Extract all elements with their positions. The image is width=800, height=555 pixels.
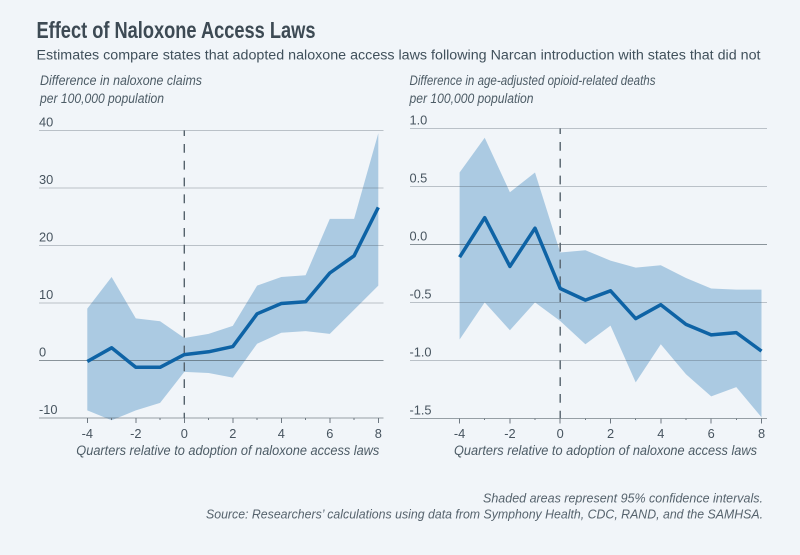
- svg-text:Quarters relative to adoption: Quarters relative to adoption of naloxon…: [76, 443, 379, 458]
- svg-text:Effect of Naloxone Access Laws: Effect of Naloxone Access Laws: [37, 17, 316, 43]
- svg-text:-4: -4: [454, 426, 465, 441]
- svg-text:4: 4: [278, 426, 285, 441]
- svg-text:-2: -2: [504, 426, 515, 441]
- svg-text:-2: -2: [130, 426, 141, 441]
- svg-text:8: 8: [758, 426, 765, 441]
- svg-text:20: 20: [39, 229, 53, 244]
- svg-text:6: 6: [708, 426, 715, 441]
- svg-text:0: 0: [181, 426, 188, 441]
- svg-text:0.0: 0.0: [410, 228, 428, 243]
- svg-text:-4: -4: [82, 426, 93, 441]
- svg-text:Estimates compare states that: Estimates compare states that adopted na…: [37, 48, 761, 63]
- svg-text:4: 4: [657, 426, 664, 441]
- svg-text:2: 2: [607, 426, 614, 441]
- svg-text:2: 2: [229, 426, 236, 441]
- svg-text:0.5: 0.5: [410, 170, 428, 185]
- svg-text:Source: Researchers’ calculati: Source: Researchers’ calculations using …: [206, 507, 763, 522]
- svg-text:-0.5: -0.5: [410, 286, 432, 301]
- svg-text:-1.5: -1.5: [410, 402, 432, 417]
- svg-text:30: 30: [39, 172, 53, 187]
- svg-text:Difference in naloxone claims: Difference in naloxone claims: [40, 73, 202, 88]
- svg-text:Quarters relative to adoption: Quarters relative to adoption of naloxon…: [454, 443, 757, 458]
- svg-text:1.0: 1.0: [410, 112, 428, 127]
- svg-text:40: 40: [39, 114, 53, 129]
- svg-text:per 100,000 population: per 100,000 population: [39, 91, 164, 106]
- svg-text:10: 10: [39, 287, 53, 302]
- svg-text:0: 0: [39, 344, 46, 359]
- svg-text:0: 0: [557, 426, 564, 441]
- svg-text:Difference in age-adjusted opi: Difference in age-adjusted opioid-relate…: [410, 73, 656, 88]
- svg-text:-1.0: -1.0: [410, 344, 432, 359]
- svg-text:per 100,000 population: per 100,000 population: [409, 91, 534, 106]
- svg-text:-10: -10: [39, 402, 58, 417]
- svg-text:8: 8: [375, 426, 382, 441]
- svg-text:6: 6: [326, 426, 333, 441]
- svg-text:Shaded areas represent 95% con: Shaded areas represent 95% confidence in…: [483, 491, 763, 506]
